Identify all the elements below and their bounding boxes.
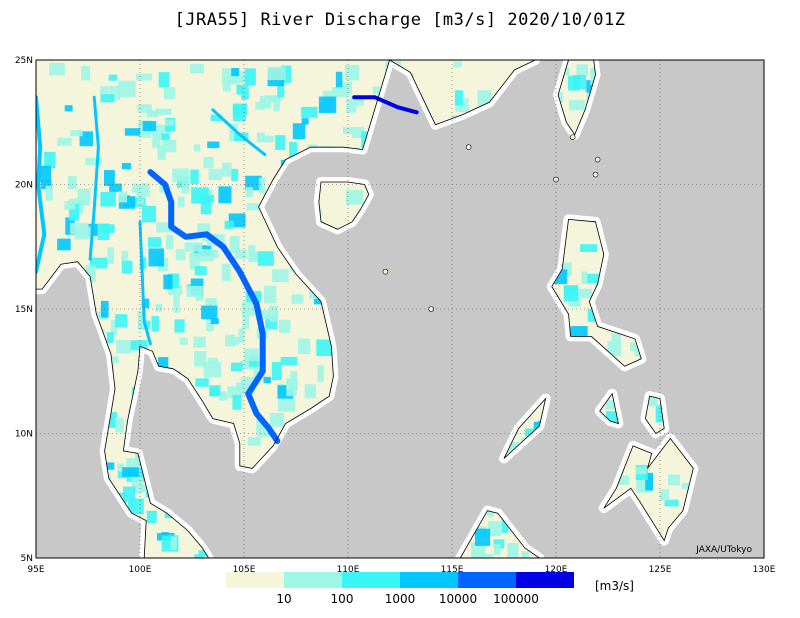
river-network bbox=[36, 95, 419, 444]
x-tick-label: 100E bbox=[129, 565, 152, 575]
credit-label: JAXA/UTokyo bbox=[695, 545, 752, 555]
page-title: [JRA55] River Discharge [m3/s] 2020/10/0… bbox=[174, 10, 626, 30]
x-tick-label: 120E bbox=[545, 565, 568, 575]
legend-swatch bbox=[516, 572, 574, 588]
legend-label: 100000 bbox=[493, 592, 539, 606]
x-tick-label: 95E bbox=[27, 565, 44, 575]
y-tick-label: 10N bbox=[15, 430, 33, 440]
y-axis-ticks: 5N 10N 15N 20N 25N bbox=[15, 56, 33, 564]
coastline bbox=[36, 60, 694, 558]
colorbar-legend: 10 100 1000 10000 100000 bbox=[226, 572, 574, 606]
legend-unit: [m3/s] bbox=[595, 579, 634, 593]
legend-label: 10000 bbox=[439, 592, 477, 606]
legend-swatch bbox=[458, 572, 516, 588]
x-axis-ticks: 95E 100E 105E 110E 115E 120E 125E 130E bbox=[27, 565, 775, 575]
y-tick-label: 5N bbox=[21, 554, 33, 564]
plot-frame bbox=[35, 59, 765, 559]
legend-swatch bbox=[226, 572, 284, 588]
legend-label: 1000 bbox=[385, 592, 416, 606]
legend-swatch bbox=[400, 572, 458, 588]
y-tick-label: 15N bbox=[15, 305, 33, 315]
x-tick-label: 105E bbox=[233, 565, 256, 575]
y-tick-label: 20N bbox=[15, 181, 33, 191]
legend-label: 100 bbox=[331, 592, 354, 606]
x-tick-label: 125E bbox=[649, 565, 672, 575]
y-tick-label: 25N bbox=[15, 56, 33, 66]
gridlines bbox=[36, 60, 764, 558]
x-tick-label: 130E bbox=[753, 565, 776, 575]
x-tick-label: 115E bbox=[441, 565, 464, 575]
x-tick-label: 110E bbox=[337, 565, 360, 575]
legend-label: 10 bbox=[276, 592, 291, 606]
legend-swatch bbox=[342, 572, 400, 588]
legend-swatch bbox=[284, 572, 342, 588]
